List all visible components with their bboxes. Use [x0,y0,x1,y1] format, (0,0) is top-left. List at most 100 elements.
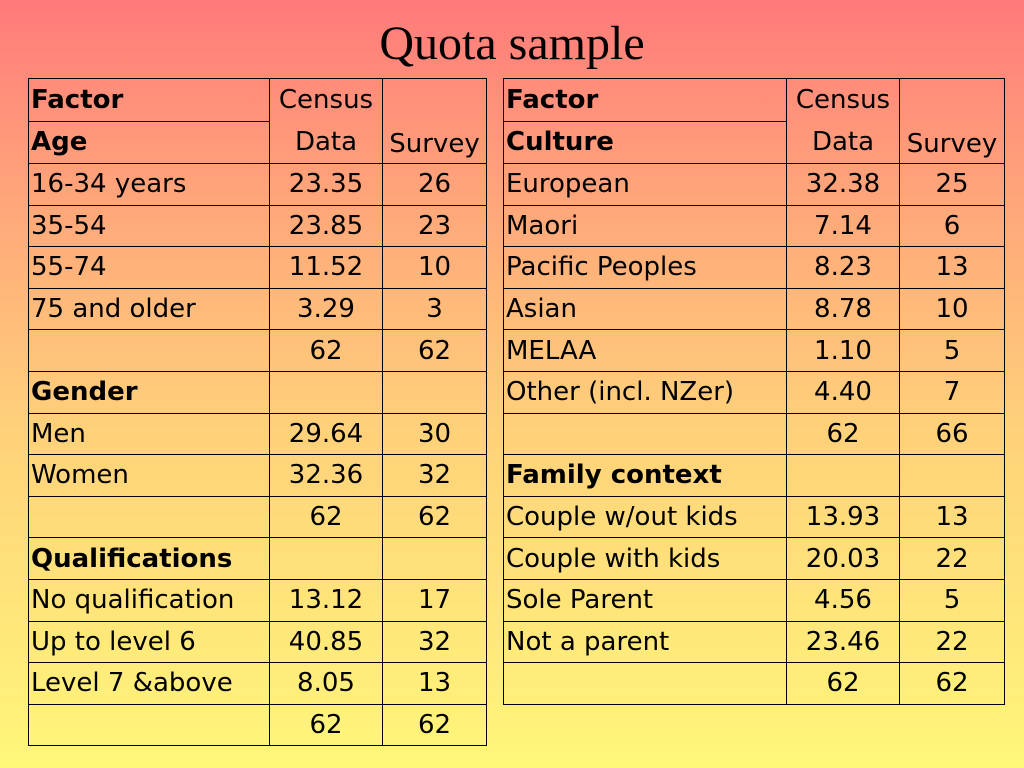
survey-value-cell: 62 [382,495,487,539]
survey-value-cell [899,454,1005,497]
survey-value-cell: 7 [899,370,1005,414]
section-header-cell: Family context [503,454,787,497]
survey-value-cell: 13 [382,662,487,705]
survey-header: Survey [899,78,1005,164]
table-row: No qualification 13.12 17 [28,578,487,622]
census-value-cell [269,537,383,580]
census-value-cell: 4.40 [786,370,900,414]
factor-cell [28,703,270,747]
factor-cell: Asian [503,287,787,331]
survey-value-cell: 23 [382,204,487,248]
survey-value-cell: 5 [899,578,1005,622]
table-header-row: Age [28,120,487,164]
table-row: Family context [503,454,1005,497]
survey-value-cell: 26 [382,163,487,206]
factor-cell: Couple with kids [503,537,787,580]
survey-header: Survey [382,78,487,164]
table-row: Not a parent 23.46 22 [503,620,1005,664]
table-row: Couple with kids 20.03 22 [503,537,1005,580]
table-row: Other (incl. NZer) 4.40 7 [503,370,1005,414]
factor-cell: Other (incl. NZer) [503,370,787,414]
census-value-cell: 62 [786,412,900,456]
factor-cell: Sole Parent [503,578,787,622]
factor-cell [503,412,787,456]
census-value-cell [786,454,900,497]
factor-cell: 75 and older [28,287,270,331]
survey-value-cell: 25 [899,163,1005,206]
survey-value-cell [382,370,487,414]
factor-cell: 35-54 [28,204,270,248]
census-header-line1: Census [278,85,374,115]
census-value-cell: 3.29 [269,287,383,331]
survey-value-cell: 32 [382,620,487,664]
census-data-header: Census Data [786,78,900,164]
table-row: 62 62 [28,329,487,372]
table-header-row: Factor Census Data Survey [503,78,1005,164]
census-value-cell: 4.56 [786,578,900,622]
table-row: 55-74 11.52 10 [28,246,487,289]
census-value-cell: 23.46 [786,620,900,664]
factor-cell: European [503,163,787,206]
census-value-cell: 11.52 [269,246,383,289]
factor-header: Factor [503,78,787,122]
census-value-cell: 13.93 [786,495,900,539]
census-header-line1: Census [795,85,891,115]
table-row: Up to level 6 40.85 32 [28,620,487,664]
slide-title: Quota sample [379,17,645,70]
factor-cell: No qualification [28,578,270,622]
census-value-cell: 62 [269,703,383,747]
survey-value-cell: 62 [899,662,1005,705]
table-row: Gender [28,370,487,414]
factor-cell: MELAA [503,329,787,372]
factor-cell: Men [28,412,270,456]
factor-cell: 55-74 [28,246,270,289]
census-value-cell: 32.36 [269,454,383,497]
census-value-cell: 7.14 [786,204,900,248]
table-row: MELAA 1.10 5 [503,329,1005,372]
census-value-cell: 8.23 [786,246,900,289]
survey-value-cell: 10 [899,287,1005,331]
census-value-cell: 1.10 [786,329,900,372]
survey-value-cell: 30 [382,412,487,456]
census-header-line2: Data [294,127,358,157]
census-value-cell: 20.03 [786,537,900,580]
table-row: 62 62 [503,662,1005,705]
survey-value-cell: 17 [382,578,487,622]
table-row: Qualifications [28,537,487,580]
table-row: Asian 8.78 10 [503,287,1005,331]
table-row: Men 29.64 30 [28,412,487,456]
survey-value-cell: 13 [899,246,1005,289]
survey-value-cell: 66 [899,412,1005,456]
factor-cell: Not a parent [503,620,787,664]
survey-value-cell: 62 [382,703,487,747]
factor-cell: Women [28,454,270,497]
census-value-cell: 8.78 [786,287,900,331]
table-row: Women 32.36 32 [28,454,487,497]
table-row: 16-34 years 23.35 26 [28,163,487,206]
census-value-cell: 32.38 [786,163,900,206]
census-value-cell: 40.85 [269,620,383,664]
section-header-culture: Culture [503,120,787,164]
census-value-cell [269,370,383,414]
census-value-cell: 29.64 [269,412,383,456]
table-row: Level 7 &above 8.05 13 [28,662,487,705]
survey-value-cell: 22 [899,620,1005,664]
factor-cell: Pacific Peoples [503,246,787,289]
factor-cell [503,662,787,705]
table-row: Sole Parent 4.56 5 [503,578,1005,622]
census-value-cell: 23.35 [269,163,383,206]
factor-cell [28,329,270,372]
factor-cell: Couple w/out kids [503,495,787,539]
factor-cell: Up to level 6 [28,620,270,664]
section-header-cell: Qualifications [28,537,270,580]
survey-value-cell: 62 [382,329,487,372]
factor-cell [28,495,270,539]
table-row: Pacific Peoples 8.23 13 [503,246,1005,289]
survey-value-cell: 3 [382,287,487,331]
census-header-line2: Data [811,127,875,157]
survey-value-cell [382,537,487,580]
survey-value-cell: 10 [382,246,487,289]
table-header-row: Factor Census Data Survey [28,78,487,164]
survey-value-cell: 32 [382,454,487,497]
age-gender-qualifications-table: Factor Census Data Survey Age 16-34 years… [28,78,487,747]
